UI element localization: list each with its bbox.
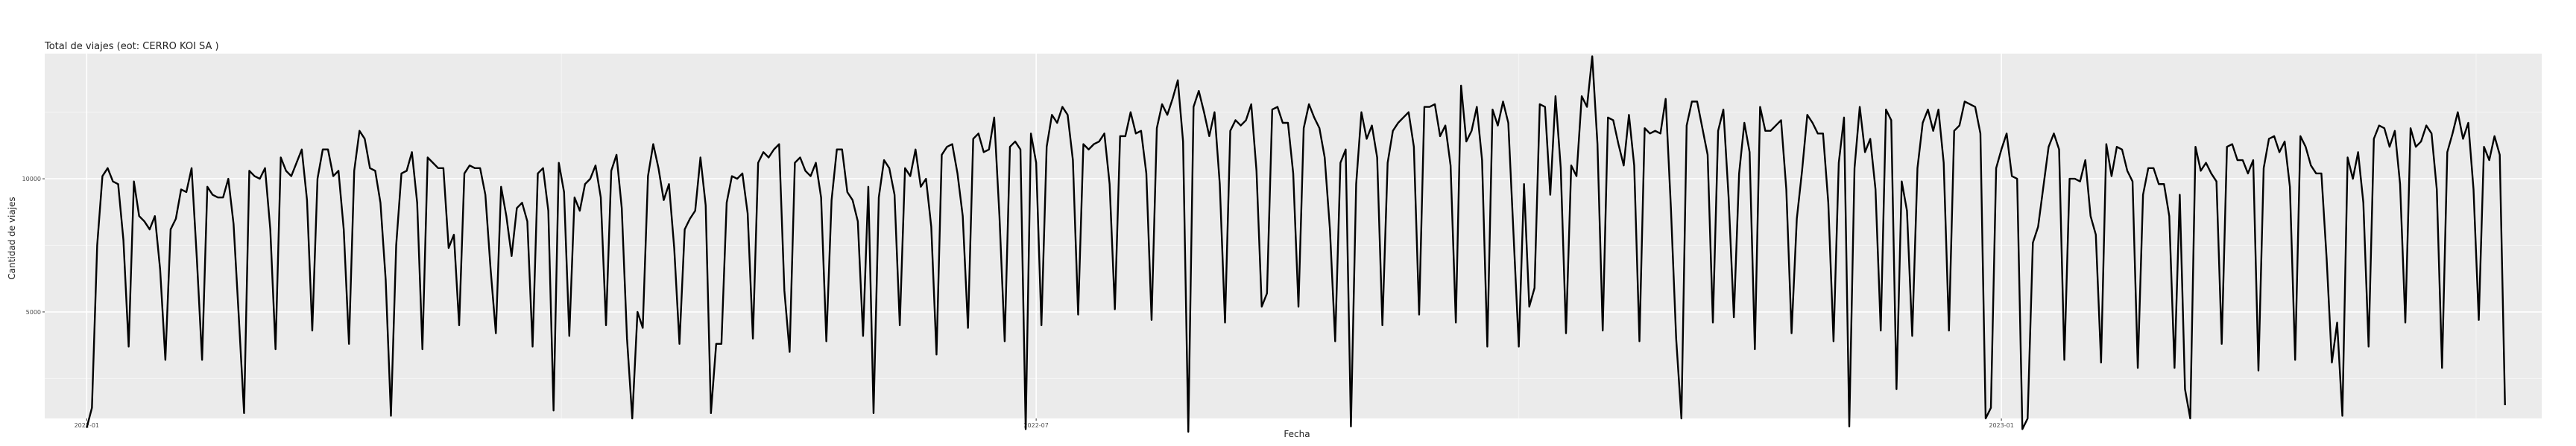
y-tick-label: 10000 [22, 176, 41, 182]
series-line [86, 55, 2506, 433]
plot-background [45, 54, 2542, 418]
x-tick-label: 2023-01 [1989, 422, 2013, 429]
y-axis-title: Cantidad de viajes [7, 197, 17, 279]
x-tick-label: 2022-07 [1023, 422, 1048, 429]
y-tick-label: 5000 [26, 309, 41, 316]
x-axis-title: Fecha [1284, 429, 1310, 439]
chart-title: Total de viajes (eot: CERRO KOI SA ) [44, 41, 219, 52]
